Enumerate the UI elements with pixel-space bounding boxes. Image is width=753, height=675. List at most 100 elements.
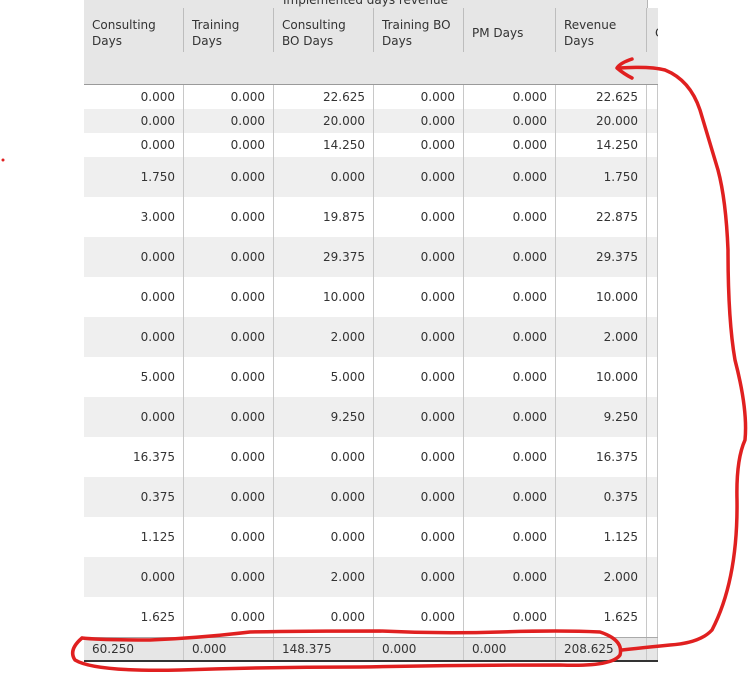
table-cell: 0.000 xyxy=(274,437,374,477)
table-cell: 29.375 xyxy=(556,237,647,277)
table-cell: 5.000 xyxy=(274,357,374,397)
table-row[interactable]: 0.000 0.000 20.000 0.000 0.000 20.000 xyxy=(84,109,658,133)
table-cell xyxy=(647,557,658,597)
table-cell: 20.000 xyxy=(274,109,374,133)
table-row[interactable]: 3.000 0.000 19.875 0.000 0.000 22.875 xyxy=(84,197,658,237)
table-cell xyxy=(647,197,658,237)
table-cell: 0.000 xyxy=(184,157,274,197)
table-row[interactable]: 0.000 0.000 2.000 0.000 0.000 2.000 xyxy=(84,557,658,597)
table-cell: 20.000 xyxy=(556,109,647,133)
column-header[interactable]: Training BO Days xyxy=(374,8,464,52)
table-cell: 0.000 xyxy=(184,357,274,397)
table-cell: 9.250 xyxy=(274,397,374,437)
table-row[interactable]: 1.625 0.000 0.000 0.000 0.000 1.625 xyxy=(84,597,658,637)
table-cell: 0.000 xyxy=(374,157,464,197)
totals-row: 60.250 0.000 148.375 0.000 0.000 208.625 xyxy=(84,637,658,662)
table-row[interactable]: 0.000 0.000 14.250 0.000 0.000 14.250 xyxy=(84,133,658,157)
table-cell: 0.000 xyxy=(464,397,556,437)
table-cell: 9.250 xyxy=(556,397,647,437)
column-header[interactable]: PM Days xyxy=(464,8,556,52)
table-cell: 0.000 xyxy=(184,237,274,277)
filter-row[interactable] xyxy=(84,52,658,85)
table-cell xyxy=(647,597,658,637)
table-cell: 0.000 xyxy=(374,85,464,109)
table-cell: 14.250 xyxy=(556,133,647,157)
table-cell: 0.000 xyxy=(374,517,464,557)
table-cell: 0.000 xyxy=(464,437,556,477)
annotation-dot xyxy=(1,158,5,162)
table-cell xyxy=(647,157,658,197)
table-cell: 0.000 xyxy=(184,397,274,437)
column-header[interactable]: Consulting BO Days xyxy=(274,8,374,52)
table-cell: 0.000 xyxy=(374,237,464,277)
table-cell: 0.000 xyxy=(274,477,374,517)
table-cell: 3.000 xyxy=(84,197,184,237)
table-cell: 0.000 xyxy=(184,597,274,637)
table-row[interactable]: 1.750 0.000 0.000 0.000 0.000 1.750 xyxy=(84,157,658,197)
table-cell: 0.000 xyxy=(184,277,274,317)
total-cell: 148.375 xyxy=(274,638,374,660)
table-row[interactable]: 5.000 0.000 5.000 0.000 0.000 10.000 xyxy=(84,357,658,397)
table-cell: 0.000 xyxy=(374,197,464,237)
table-cell: 0.000 xyxy=(464,109,556,133)
total-cell: 0.000 xyxy=(184,638,274,660)
column-header[interactable]: Consulting Days xyxy=(84,8,184,52)
table-cell: 5.000 xyxy=(84,357,184,397)
table-row[interactable]: 0.000 0.000 22.625 0.000 0.000 22.625 xyxy=(84,85,658,109)
table-cell: 10.000 xyxy=(274,277,374,317)
table-cell: 1.750 xyxy=(556,157,647,197)
table-cell: 0.000 xyxy=(84,397,184,437)
table-cell xyxy=(647,277,658,317)
table-cell: 1.625 xyxy=(84,597,184,637)
table-cell: 0.000 xyxy=(84,133,184,157)
table-cell xyxy=(647,317,658,357)
table-cell: 0.000 xyxy=(374,109,464,133)
table-cell: 0.000 xyxy=(184,477,274,517)
table-cell: 0.000 xyxy=(184,557,274,597)
column-header[interactable]: Revenue Days xyxy=(556,8,647,52)
table-row[interactable]: 16.375 0.000 0.000 0.000 0.000 16.375 xyxy=(84,437,658,477)
table-cell: 0.000 xyxy=(464,277,556,317)
table-cell: 0.000 xyxy=(374,277,464,317)
table-cell: 0.000 xyxy=(374,397,464,437)
table-row[interactable]: 0.000 0.000 2.000 0.000 0.000 2.000 xyxy=(84,317,658,357)
table-cell: 0.000 xyxy=(184,109,274,133)
table-cell xyxy=(647,437,658,477)
table-cell: 1.125 xyxy=(84,517,184,557)
total-cell: 0.000 xyxy=(374,638,464,660)
table-row[interactable]: 1.125 0.000 0.000 0.000 0.000 1.125 xyxy=(84,517,658,557)
table-cell: 16.375 xyxy=(556,437,647,477)
table-cell xyxy=(647,397,658,437)
table-row[interactable]: 0.000 0.000 10.000 0.000 0.000 10.000 xyxy=(84,277,658,317)
column-header[interactable]: C xyxy=(647,8,658,52)
table-cell: 22.625 xyxy=(274,85,374,109)
table-cell xyxy=(647,237,658,277)
table-row[interactable]: 0.000 0.000 29.375 0.000 0.000 29.375 xyxy=(84,237,658,277)
table-cell: 0.000 xyxy=(84,85,184,109)
table-row[interactable]: 0.375 0.000 0.000 0.000 0.000 0.375 xyxy=(84,477,658,517)
table-cell: 0.000 xyxy=(184,85,274,109)
table-cell: 0.000 xyxy=(274,597,374,637)
table-cell: 0.000 xyxy=(184,197,274,237)
column-header-row: Consulting Days Training Days Consulting B… xyxy=(84,8,658,53)
column-header[interactable]: Training Days xyxy=(184,8,274,52)
table-cell: 19.875 xyxy=(274,197,374,237)
table-cell: 22.875 xyxy=(556,197,647,237)
table-cell: 1.750 xyxy=(84,157,184,197)
table-cell: 0.000 xyxy=(464,557,556,597)
table-cell: 0.000 xyxy=(84,317,184,357)
table-cell xyxy=(647,477,658,517)
table-cell: 0.000 xyxy=(274,517,374,557)
table-cell xyxy=(647,357,658,397)
table-cell xyxy=(647,109,658,133)
table-cell: 0.000 xyxy=(84,109,184,133)
table-cell: 29.375 xyxy=(274,237,374,277)
table-cell xyxy=(647,133,658,157)
table-cell: 0.000 xyxy=(464,517,556,557)
table-cell: 0.000 xyxy=(184,133,274,157)
table-cell: 2.000 xyxy=(556,317,647,357)
table-row[interactable]: 0.000 0.000 9.250 0.000 0.000 9.250 xyxy=(84,397,658,437)
table-cell: 0.000 xyxy=(464,133,556,157)
table-cell: 2.000 xyxy=(556,557,647,597)
table-cell: 0.000 xyxy=(84,557,184,597)
